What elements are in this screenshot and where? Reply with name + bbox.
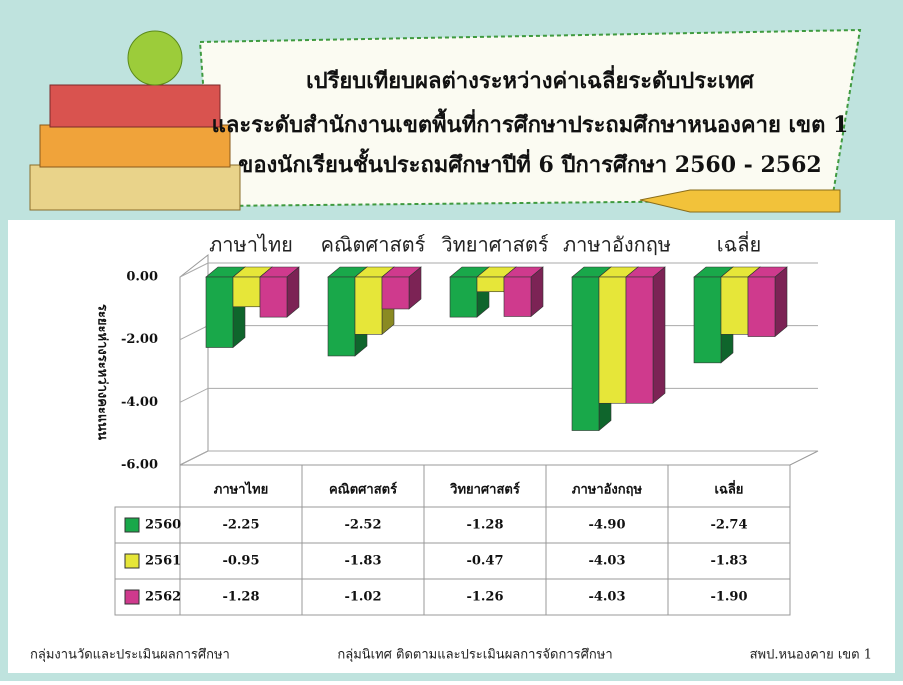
footer: กลุ่มนิเทศ ติดตามและประเมินผลการจัดการศึ… [337,648,612,663]
bar [327,276,356,357]
table-value: -1.90 [710,590,747,605]
book [39,124,231,168]
pencil [639,189,841,213]
table-header: เฉลี่ย [715,480,744,498]
table-value: -2.52 [344,518,381,533]
table-value: -1.26 [466,590,503,605]
table-header: ภาษาไทย [214,481,268,498]
table-value: -1.28 [222,590,259,605]
table-value: -1.83 [344,554,381,569]
table-value: -1.28 [466,518,503,533]
table-value: -4.90 [588,518,625,533]
title-line: เปรียบเทียบผลต่างระหว่างค่าเฉลี่ยระดับปร… [306,64,755,94]
bar [381,276,410,310]
legend-swatch [124,553,140,569]
legend-swatch [124,589,140,605]
y-tick-label: -4.00 [121,395,158,410]
legend-swatch [124,517,140,533]
y-tick-label: -6.00 [121,458,158,473]
footer: กลุ่มงานวัดและประเมินผลการศึกษา [30,648,230,663]
y-axis-label: ระยะห่างระหว่างคะแนน [95,304,110,440]
legend-label: 2561 [145,554,181,569]
bar [476,276,505,293]
bar-side [774,266,788,338]
category-label: วิทยาศาสตร์ [441,233,548,257]
table-header: วิทยาศาสตร์ [449,482,519,498]
apple [127,30,183,86]
table-value: -4.03 [588,590,625,605]
bar [503,276,532,317]
table-value: -0.47 [466,554,503,569]
grid-line [179,450,818,466]
table-header: ภาษาอังกฤษ [572,483,643,498]
bar [449,276,478,318]
grid-line [179,262,818,278]
legend-label: 2562 [145,590,181,605]
legend-label: 2560 [145,518,181,533]
book [29,164,241,211]
table-value: -1.02 [344,590,381,605]
bar [354,276,383,335]
bar [259,276,288,318]
title-line: ของนักเรียนชั้นประถมศึกษาปีที่ 6 ปีการศึ… [238,148,821,178]
bar [598,276,627,404]
table-value: -4.03 [588,554,625,569]
category-label: คณิตศาสตร์ [321,233,426,257]
table-value: -0.95 [222,554,259,569]
bar [693,276,722,364]
table-value: -1.83 [710,554,747,569]
bar [205,276,234,348]
table-value: -2.74 [710,518,747,533]
book [49,84,221,128]
table-border [114,506,791,616]
title-line: และระดับสำนักงานเขตพื้นที่การศึกษาประถมศ… [212,108,849,138]
table-value: -2.25 [222,518,259,533]
y-tick-label: -2.00 [121,332,158,347]
footer: สพป.หนองคาย เขต 1 [750,648,872,663]
category-label: ภาษาไทย [209,233,293,257]
y-tick-label: 0.00 [126,270,158,285]
bar [720,276,749,335]
category-label: เฉลี่ย [717,231,761,257]
bar [232,276,261,308]
bar [625,276,654,404]
bar [747,276,776,337]
table-header: คณิตศาสตร์ [329,482,397,498]
bar [571,276,600,431]
bar-side [652,266,666,404]
category-label: ภาษาอังกฤษ [563,233,671,257]
